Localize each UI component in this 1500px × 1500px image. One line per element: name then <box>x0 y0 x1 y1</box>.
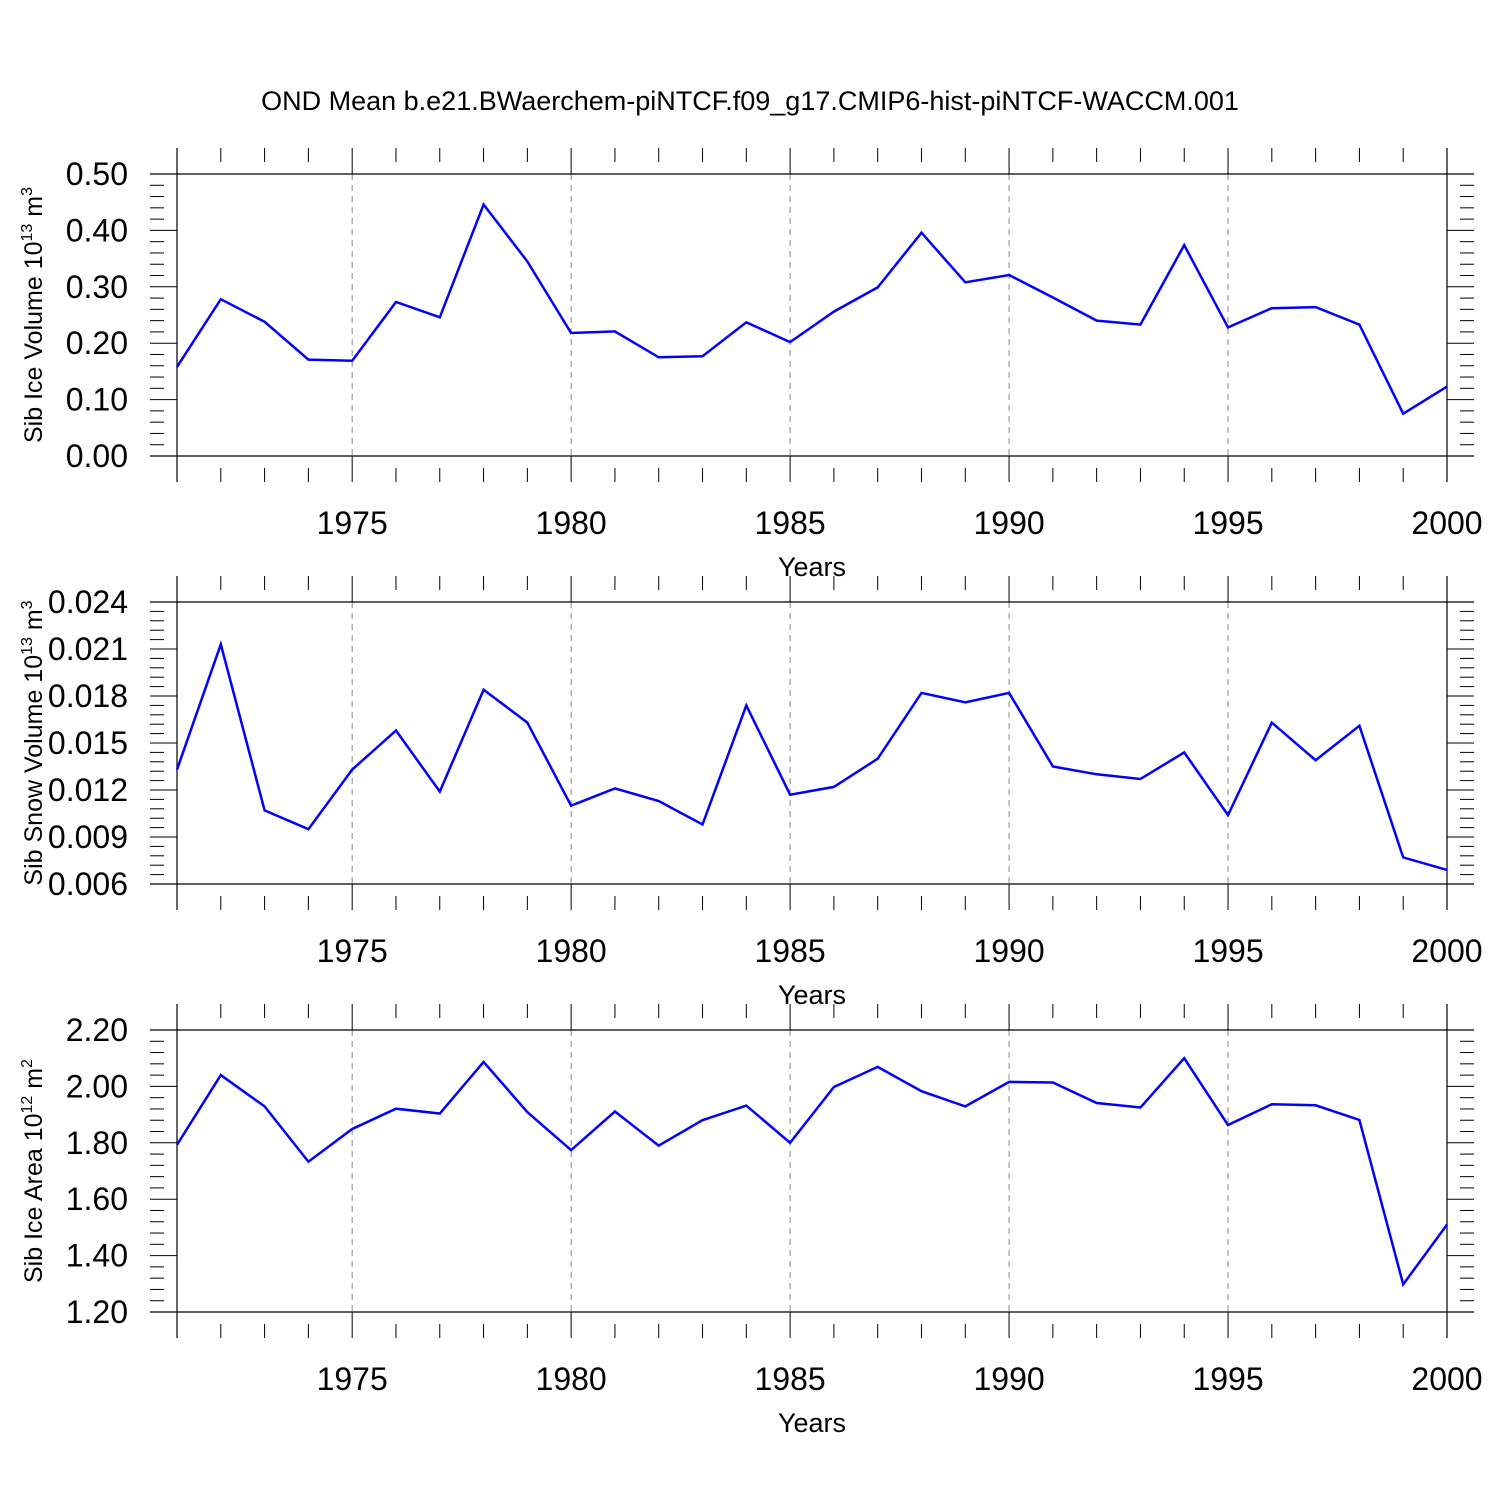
y-tick-label: 0.30 <box>66 269 128 305</box>
series-line <box>175 640 1448 872</box>
x-tick-label: 1975 <box>317 1361 388 1397</box>
x-tick-label: 1975 <box>317 933 388 969</box>
x-tick-label: 1985 <box>755 933 826 969</box>
y-tick-label: 0.009 <box>48 819 128 855</box>
x-tick-label: 2000 <box>1411 1361 1482 1397</box>
x-tick-label: 1985 <box>755 1361 826 1397</box>
y-tick-label: 2.20 <box>66 1012 128 1048</box>
y-axis-label: Sib Snow Volume 1013 m3 <box>19 600 48 885</box>
x-tick-label: 1980 <box>536 505 607 541</box>
y-axis-label: Sib Ice Volume 1013 m3 <box>19 187 48 443</box>
y-tick-label: 1.80 <box>66 1125 128 1161</box>
y-tick-label: 0.006 <box>48 866 128 902</box>
y-tick-label: 1.60 <box>66 1181 128 1217</box>
x-tick-label: 1995 <box>1192 933 1263 969</box>
series-line <box>175 201 1448 416</box>
y-tick-label: 2.00 <box>66 1068 128 1104</box>
y-tick-label: 0.40 <box>66 212 128 248</box>
x-tick-label: 1995 <box>1192 1361 1263 1397</box>
series-line <box>175 1056 1449 1288</box>
x-tick-label: 1975 <box>317 505 388 541</box>
chart-panel-2: 1975 1980 1985 1990 1995 2000 Years 0.006 0.009 0… <box>19 576 1483 1010</box>
x-tick-label: 1980 <box>536 933 607 969</box>
y-tick-label: 1.40 <box>66 1238 128 1274</box>
y-tick-label: 0.00 <box>66 438 128 474</box>
x-axis-label: Years <box>778 980 846 1010</box>
figure-title: OND Mean b.e21.BWaerchem-piNTCF.f09_g17.… <box>261 86 1239 116</box>
chart-panel-3: 1975 1980 1985 1990 1995 2000 Years 1.20 1.40 1.6… <box>19 1004 1483 1438</box>
x-tick-label: 2000 <box>1411 505 1482 541</box>
y-tick-label: 0.10 <box>66 382 128 418</box>
y-tick-label: 0.024 <box>48 584 128 620</box>
y-tick-label: 1.20 <box>66 1294 128 1330</box>
x-axis-label: Years <box>778 552 846 582</box>
x-tick-label: 1990 <box>973 933 1044 969</box>
x-tick-label: 2000 <box>1411 933 1482 969</box>
y-tick-label: 0.018 <box>48 678 128 714</box>
y-axis-label: Sib Ice Area 1012 m2 <box>19 1059 48 1283</box>
y-tick-label: 0.012 <box>48 772 128 808</box>
x-tick-label: 1990 <box>973 505 1044 541</box>
y-tick-label: 0.021 <box>48 631 128 667</box>
x-tick-label: 1990 <box>973 1361 1044 1397</box>
y-tick-label: 0.50 <box>66 156 128 192</box>
x-tick-label: 1995 <box>1192 505 1263 541</box>
y-tick-label: 0.015 <box>48 725 128 761</box>
x-tick-label: 1985 <box>755 505 826 541</box>
y-tick-label: 0.20 <box>66 325 128 361</box>
x-tick-label: 1980 <box>536 1361 607 1397</box>
chart-panel-1: 1975 1980 1985 1990 1995 2000 Years 0.00 0.10 0.2… <box>19 148 1483 582</box>
x-axis-label: Years <box>778 1408 846 1438</box>
